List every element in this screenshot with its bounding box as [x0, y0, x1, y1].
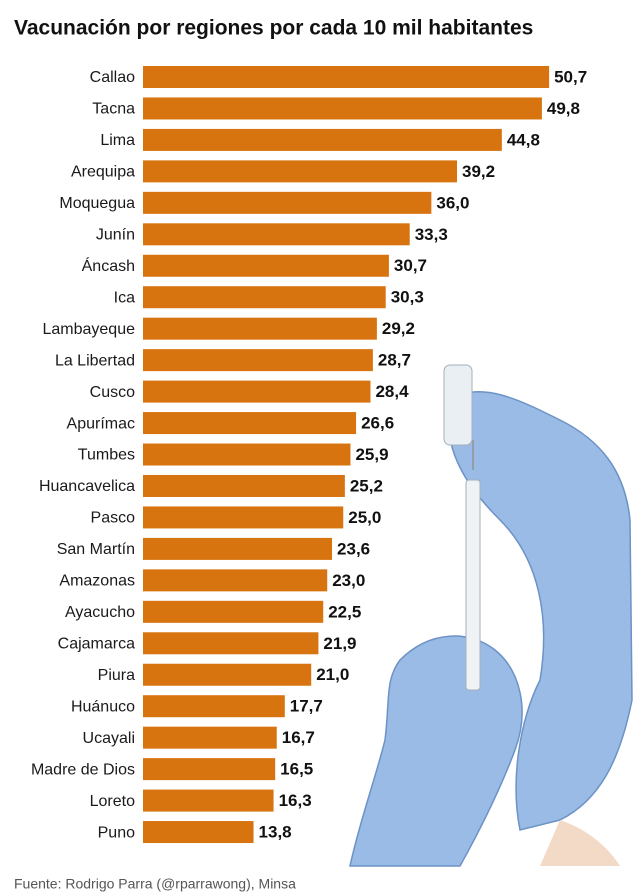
value-label: 25,2 — [350, 476, 383, 495]
value-label: 16,5 — [280, 760, 313, 779]
value-label: 30,7 — [394, 256, 427, 275]
value-label: 21,0 — [316, 665, 349, 684]
value-label: 21,9 — [323, 634, 356, 653]
y-tick-label: Piura — [98, 667, 135, 684]
y-tick-label: Huánuco — [71, 698, 135, 715]
bar — [143, 223, 410, 246]
source: Fuente: Rodrigo Parra (@rparrawong), Min… — [14, 876, 296, 892]
value-label: 16,3 — [279, 791, 312, 810]
y-tick-label: La Libertad — [55, 352, 135, 369]
y-tick-label: Puno — [98, 824, 135, 841]
chart-title: Vacunación por regiones por cada 10 mil … — [14, 17, 533, 40]
y-tick-label: Tacna — [92, 101, 135, 118]
value-label: 28,7 — [378, 351, 411, 370]
illustration — [349, 364, 633, 867]
y-tick-label: Ica — [114, 289, 135, 306]
bar — [143, 569, 328, 592]
bar — [143, 349, 373, 372]
bar — [143, 97, 542, 120]
bar — [143, 695, 285, 718]
value-label: 39,2 — [462, 162, 495, 181]
y-tick-label: Callao — [90, 69, 135, 86]
value-label: 23,6 — [337, 539, 370, 558]
value-label: 50,7 — [554, 67, 587, 86]
bar — [143, 474, 345, 497]
y-tick-label: Lambayeque — [42, 321, 135, 338]
y-tick-label: Apurímac — [67, 415, 135, 432]
bar — [143, 286, 386, 309]
bar — [143, 758, 276, 781]
y-tick-label: Junín — [96, 227, 135, 244]
y-tick-label: Ayacucho — [65, 604, 135, 621]
y-tick-label: Huancavelica — [39, 478, 135, 495]
y-tick-label: Áncash — [82, 256, 135, 275]
bar — [143, 663, 312, 686]
value-label: 17,7 — [290, 697, 323, 716]
bar — [143, 254, 389, 277]
value-label: 44,8 — [507, 130, 540, 149]
bar — [143, 600, 324, 623]
bar — [143, 160, 457, 183]
value-label: 25,0 — [348, 508, 381, 527]
bar — [143, 380, 371, 403]
y-tick-label: San Martín — [57, 541, 135, 558]
y-tick-label: Moquegua — [59, 195, 135, 212]
y-tick-label: Tumbes — [78, 447, 135, 464]
value-label: 16,7 — [282, 728, 315, 747]
y-tick-label: Pasco — [91, 510, 136, 527]
value-label: 23,0 — [332, 571, 365, 590]
value-label: 30,3 — [391, 288, 424, 307]
value-label: 13,8 — [259, 823, 292, 842]
y-tick-label: Arequipa — [71, 164, 135, 181]
value-label: 22,5 — [328, 602, 361, 621]
bar — [143, 128, 502, 151]
bar — [143, 317, 377, 340]
value-label: 28,4 — [375, 382, 409, 401]
bar — [143, 66, 550, 88]
value-label: 36,0 — [436, 193, 469, 212]
bar — [143, 412, 357, 435]
y-tick-label: Cajamarca — [58, 635, 135, 652]
value-label: 33,3 — [415, 225, 448, 244]
bar — [143, 789, 274, 812]
value-label: 29,2 — [382, 319, 415, 338]
bar — [143, 506, 344, 529]
bar — [143, 191, 432, 214]
y-tick-label: Madre de Dios — [31, 761, 135, 778]
value-label: 25,9 — [355, 445, 388, 464]
value-label: 26,6 — [361, 414, 394, 433]
bar — [143, 632, 319, 655]
bar — [143, 726, 277, 749]
bar — [143, 443, 351, 466]
bar — [143, 537, 333, 560]
y-tick-label: Loreto — [90, 793, 135, 810]
bar — [143, 821, 254, 844]
y-tick-label: Lima — [100, 132, 135, 149]
y-tick-label: Amazonas — [59, 573, 135, 590]
value-label: 49,8 — [547, 99, 580, 118]
y-tick-label: Cusco — [90, 384, 135, 401]
y-tick-label: Ucayali — [83, 730, 135, 747]
